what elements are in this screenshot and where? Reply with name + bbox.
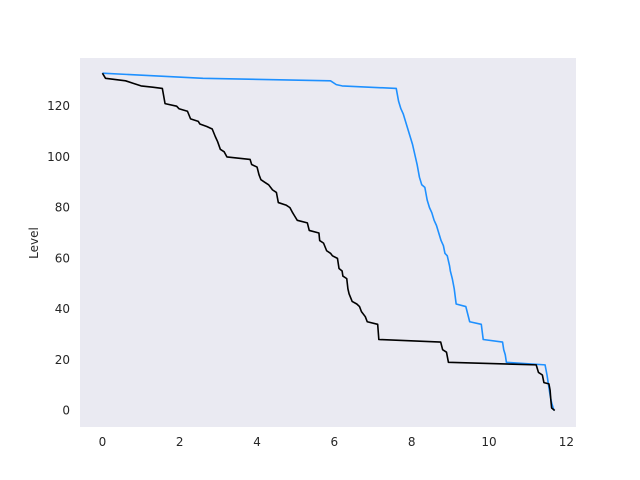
y-tick-labels: 0 20 40 60 80 100 120 <box>47 99 70 417</box>
y-tick-label: 60 <box>55 251 70 265</box>
x-tick-label: 6 <box>331 435 339 449</box>
plot-background <box>80 58 576 427</box>
x-tick-label: 8 <box>408 435 416 449</box>
x-tick-label: 0 <box>99 435 107 449</box>
series-line-2 <box>101 72 556 412</box>
y-tick-label: 120 <box>47 99 70 113</box>
x-tick-labels: 0 2 4 6 8 10 12 <box>99 435 574 449</box>
series-line-1 <box>102 72 555 411</box>
x-tick-label: 12 <box>559 435 574 449</box>
series-layer <box>101 72 556 412</box>
y-tick-label: 80 <box>55 201 70 215</box>
y-axis-label: Level <box>27 227 41 259</box>
y-tick-label: 0 <box>62 404 70 418</box>
y-tick-label: 100 <box>47 150 70 164</box>
y-tick-label: 20 <box>55 353 70 367</box>
x-tick-label: 2 <box>176 435 184 449</box>
y-tick-label: 40 <box>55 302 70 316</box>
x-tick-label: 4 <box>253 435 261 449</box>
x-tick-label: 10 <box>481 435 496 449</box>
